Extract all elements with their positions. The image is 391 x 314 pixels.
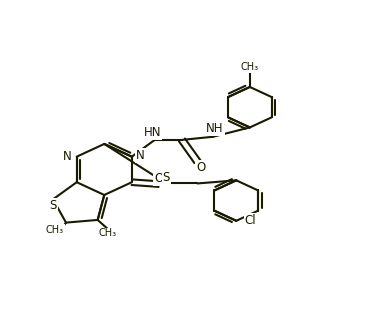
- Text: CH₃: CH₃: [46, 225, 64, 235]
- Text: NH: NH: [206, 122, 224, 135]
- Text: Cl: Cl: [245, 214, 256, 227]
- Text: HN: HN: [144, 126, 161, 138]
- Text: O: O: [154, 172, 163, 185]
- Text: O: O: [196, 161, 205, 174]
- Text: CH₃: CH₃: [241, 62, 259, 72]
- Text: N: N: [136, 149, 144, 162]
- Text: N: N: [63, 150, 72, 163]
- Text: S: S: [163, 171, 170, 184]
- Text: CH₃: CH₃: [99, 229, 117, 238]
- Text: S: S: [49, 199, 57, 212]
